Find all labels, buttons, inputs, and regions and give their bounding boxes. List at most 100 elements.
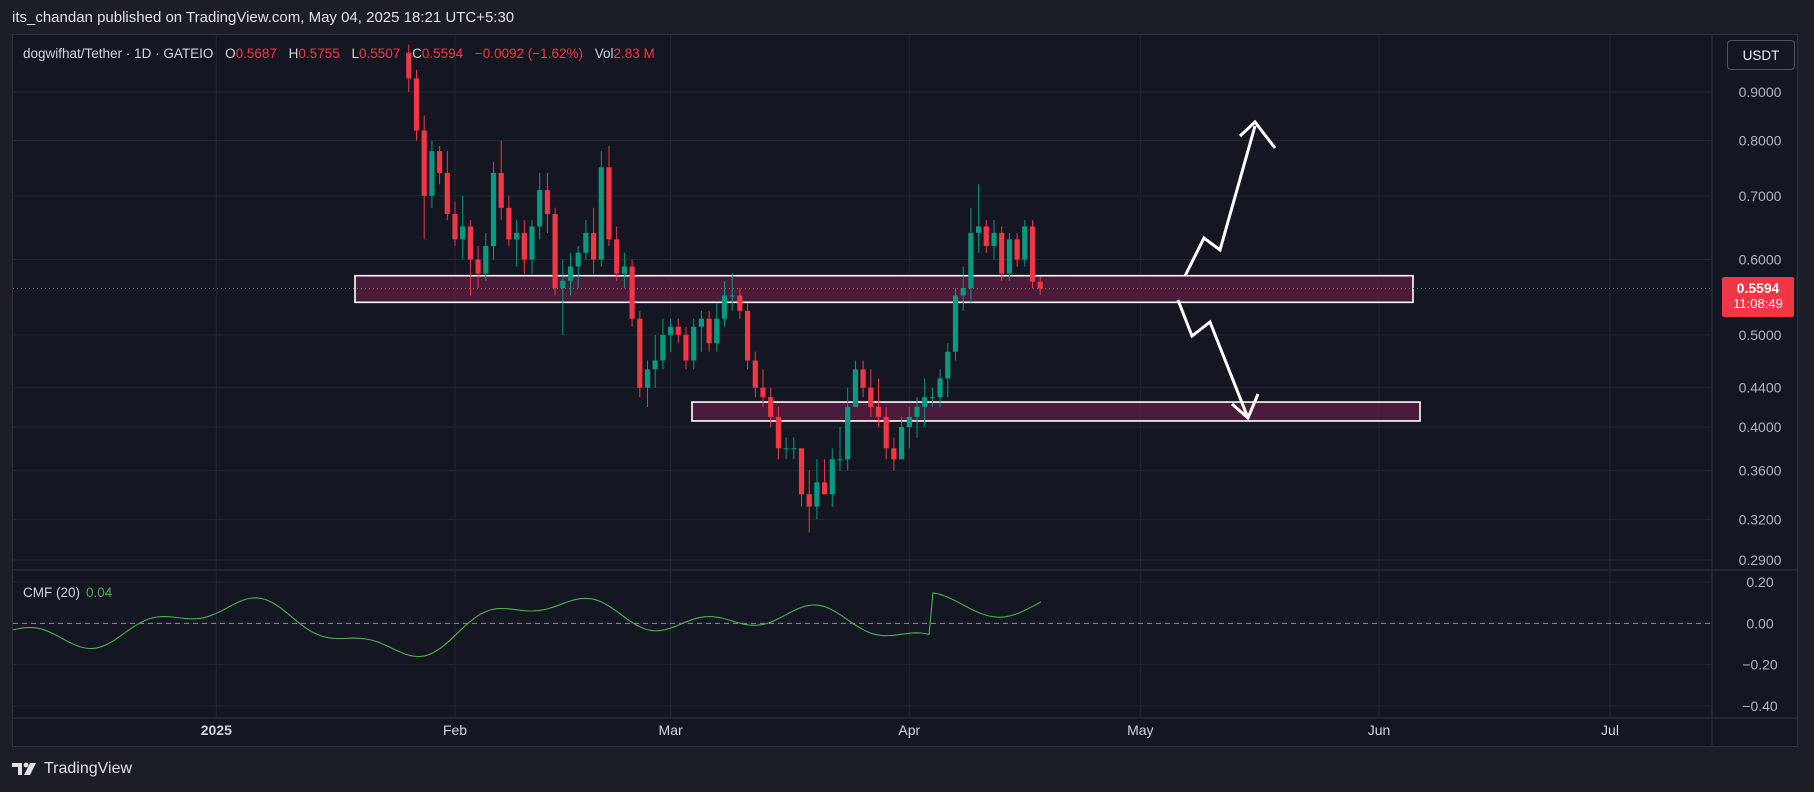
candle-body	[413, 78, 420, 131]
candle-body	[960, 288, 966, 296]
candle-body	[575, 252, 581, 267]
candle-body	[660, 334, 666, 361]
candle-body	[521, 232, 527, 260]
y-tick-label: 0.4400	[1739, 380, 1782, 396]
candle-body	[968, 232, 974, 289]
chart-frame[interactable]	[12, 34, 1798, 747]
candle-body	[891, 448, 897, 460]
candle-body	[490, 172, 497, 247]
candle-body	[868, 387, 874, 407]
candle-body	[698, 318, 704, 327]
y-tick-label: 0.2900	[1739, 552, 1782, 568]
candle-body	[798, 448, 805, 495]
candle-body	[483, 246, 489, 274]
candle-body	[429, 151, 435, 196]
candle-body	[406, 52, 412, 79]
bearish-arrowhead	[1231, 393, 1260, 421]
bullish-arrowhead	[1238, 119, 1277, 149]
candle-body	[914, 406, 920, 417]
last-price: 0.5594	[1736, 280, 1780, 296]
candle-body	[999, 232, 1005, 274]
candle-body	[552, 213, 558, 289]
candle-body	[829, 459, 835, 495]
candle-body	[598, 167, 604, 260]
brand-name: TradingView	[44, 760, 133, 777]
low-label: L	[351, 46, 359, 61]
candle-body	[714, 318, 720, 344]
symbol-title[interactable]: dogwifhat/Tether · 1D · GATEIO	[23, 46, 214, 61]
candle-body	[806, 494, 812, 507]
y-tick-label: 0.6000	[1739, 252, 1782, 268]
cmf-line	[12, 592, 1042, 658]
symbol-legend: dogwifhat/Tether · 1D · GATEIO O0.5687 H…	[23, 46, 655, 61]
candle-body	[498, 172, 504, 208]
cmf-y-tick-label: −0.20	[1742, 657, 1778, 673]
candle-body	[437, 151, 443, 173]
candle-body	[875, 406, 882, 417]
candle-body	[567, 266, 574, 281]
x-tick-label: 2025	[201, 722, 232, 738]
x-tick-label: Mar	[659, 722, 683, 738]
cmf-value: 0.04	[86, 585, 113, 600]
candle-body	[467, 226, 473, 260]
open-value: 0.5687	[235, 46, 277, 61]
candle-body	[899, 427, 905, 460]
last-price-tag: 0.5594 11:08:49	[1722, 277, 1794, 317]
candle-body	[883, 416, 889, 449]
candle-body	[775, 416, 781, 449]
candle-body	[721, 295, 728, 319]
candle-body	[752, 360, 758, 388]
candle-body	[537, 189, 543, 227]
bullish-path-arrow	[1183, 125, 1257, 277]
candle-body	[976, 226, 982, 233]
volume-label: Vol	[594, 46, 614, 61]
candle-body	[606, 167, 612, 240]
publisher-line: its_chandan published on TradingView.com…	[12, 9, 515, 26]
low-value: 0.5507	[359, 46, 401, 61]
currency-button[interactable]: USDT	[1727, 40, 1795, 70]
tradingview-logo-icon	[12, 762, 36, 775]
candle-body	[629, 266, 635, 319]
cmf-y-tick-label: 0.20	[1746, 574, 1773, 590]
x-tick-label: Feb	[443, 722, 467, 738]
candle-body	[421, 130, 427, 196]
x-tick-label: Jul	[1601, 722, 1619, 738]
cmf-legend[interactable]: CMF (20) 0.04	[23, 585, 112, 600]
candle-body	[1029, 226, 1036, 282]
x-tick-label: May	[1127, 722, 1153, 738]
y-tick-label: 0.7000	[1739, 188, 1782, 204]
candle-body	[444, 172, 450, 214]
candle-body	[937, 378, 943, 398]
candle-body	[652, 360, 658, 370]
tradingview-logo[interactable]: TradingView	[12, 760, 132, 778]
candle-body	[737, 295, 743, 311]
candle-body	[845, 406, 851, 460]
candle-body	[860, 369, 866, 388]
bearish-path-arrow	[1176, 299, 1250, 419]
x-tick-label: Jun	[1368, 722, 1391, 738]
candle-body	[852, 369, 858, 407]
candle-body	[768, 397, 774, 417]
y-tick-label: 0.4000	[1739, 419, 1782, 435]
candle-body	[544, 189, 550, 214]
cmf-y-tick-label: −0.40	[1742, 698, 1778, 714]
candle-body	[560, 280, 566, 289]
high-value: 0.5755	[298, 46, 340, 61]
candle-body	[814, 482, 820, 507]
candle-body	[906, 416, 912, 428]
candle-body	[668, 326, 674, 335]
candle-body	[760, 387, 766, 398]
candle-body	[945, 351, 951, 379]
support-zone-lower	[691, 401, 1421, 422]
open-label: O	[225, 46, 236, 61]
candle-body	[1037, 281, 1043, 289]
candle-body	[837, 459, 843, 461]
candle-body	[952, 295, 959, 352]
y-tick-label: 0.8000	[1739, 133, 1782, 149]
candle-body	[983, 226, 989, 247]
candle-body	[621, 266, 627, 274]
candle-body	[929, 397, 935, 399]
candle-body	[729, 295, 735, 297]
candle-body	[1014, 239, 1020, 260]
